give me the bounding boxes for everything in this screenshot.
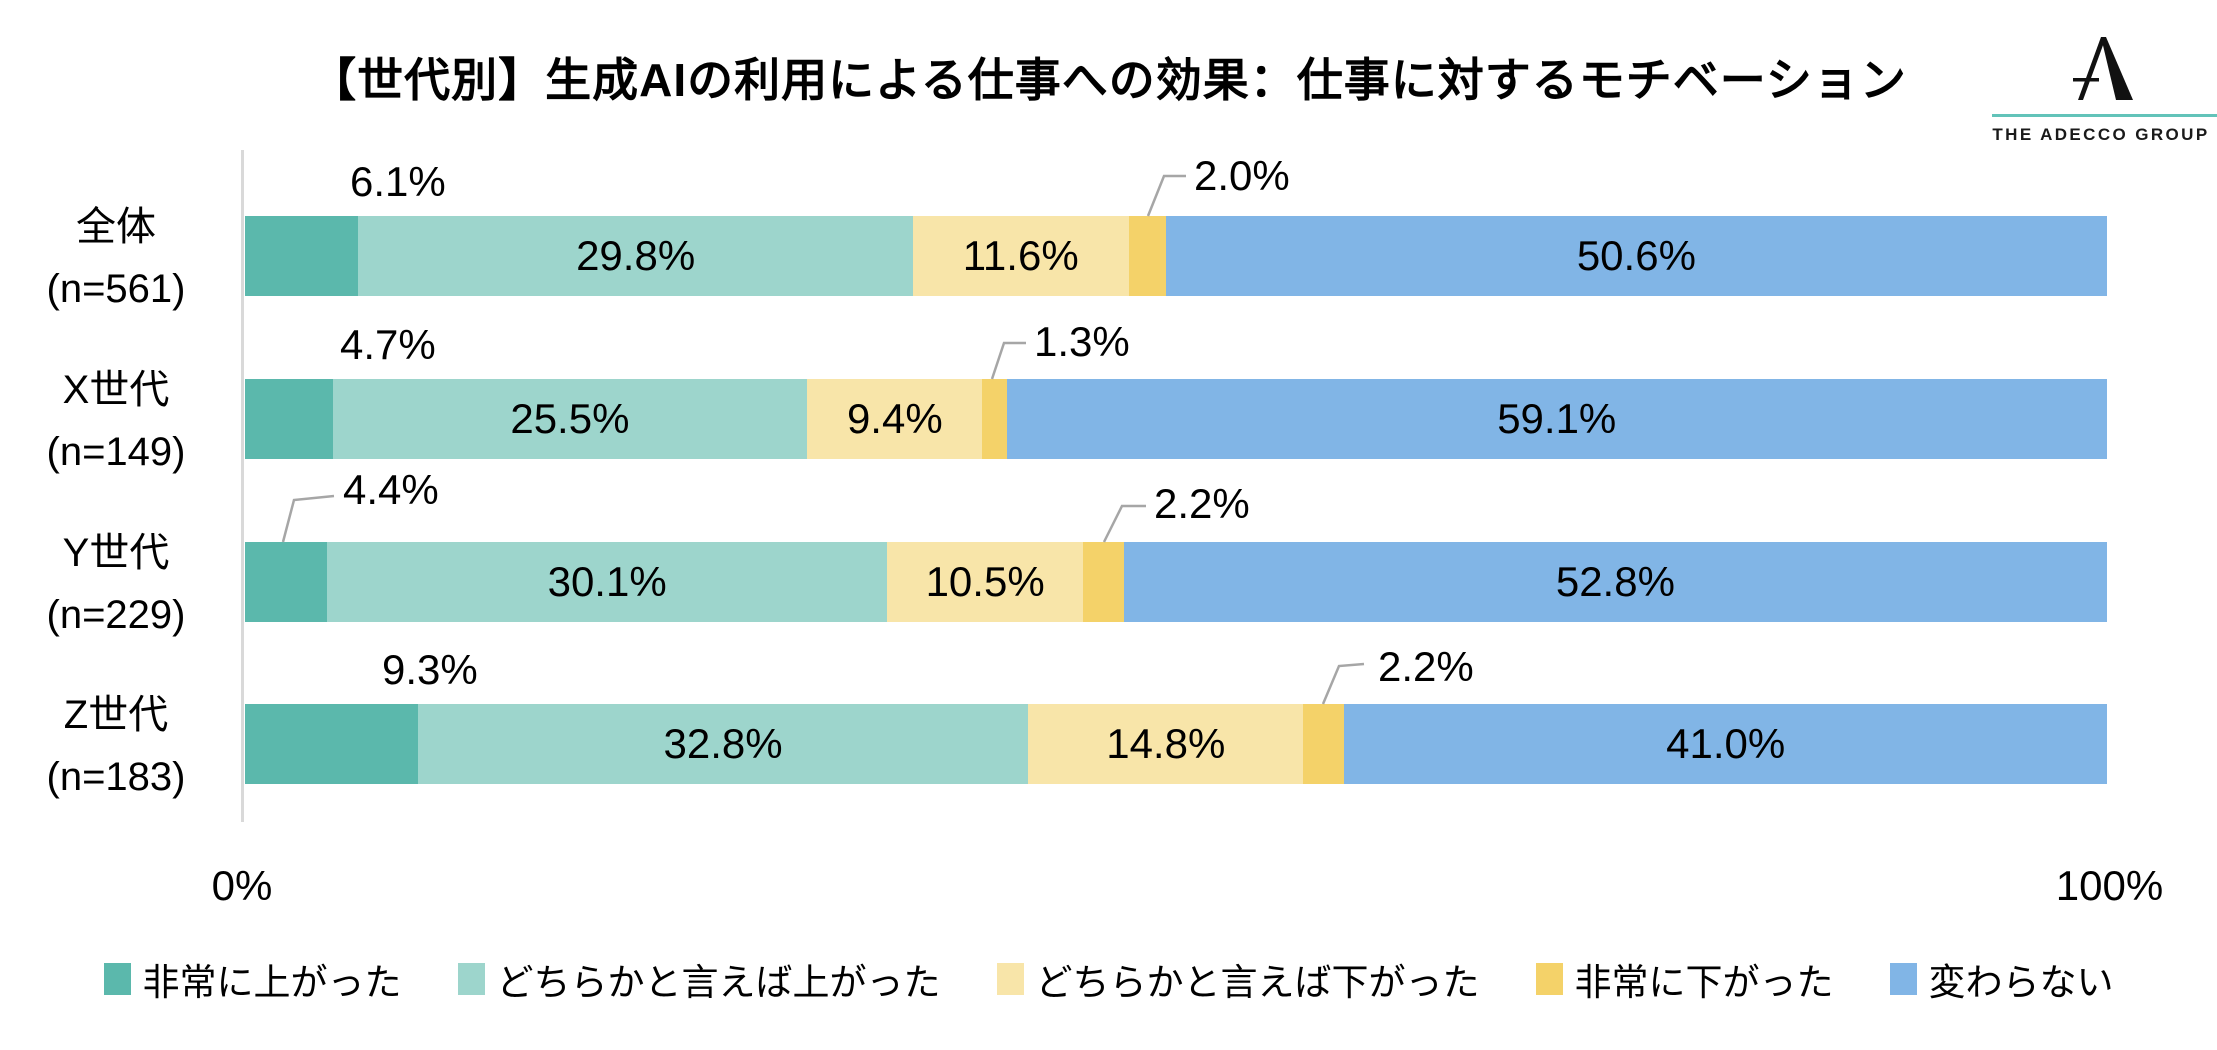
- segment-value: 25.5%: [510, 395, 630, 442]
- segment-value: 41.0%: [1666, 720, 1786, 767]
- bar-segment: 11.6%: [912, 216, 1129, 296]
- chart-title: 【世代別】生成AIの利用による仕事への効果：仕事に対するモチベーション: [310, 54, 1907, 106]
- bar-segment: [245, 704, 418, 784]
- segment-value: 9.4%: [846, 395, 943, 442]
- bar-segment: 10.5%: [887, 542, 1083, 622]
- category-n: (n=149): [46, 430, 186, 474]
- segment-value-callout: 1.3%: [1034, 318, 1130, 365]
- bar-segment: [1082, 542, 1124, 622]
- bar-segment: 25.5%: [332, 379, 808, 459]
- segment-value: 30.1%: [547, 558, 667, 605]
- bar-segment: 30.1%: [326, 542, 888, 622]
- bar-segment: 29.8%: [358, 216, 913, 296]
- bar-segment: 41.0%: [1344, 704, 2107, 784]
- segment-value: 10.5%: [925, 558, 1045, 605]
- segment-value: 14.8%: [1106, 720, 1226, 767]
- bar-segment: 50.6%: [1165, 216, 2107, 296]
- legend-swatch-icon: [103, 963, 131, 995]
- x-axis-tick-min: 0%: [211, 862, 273, 909]
- legend-label: どちらかと言えば上がった: [496, 962, 941, 1003]
- bar-segment: [982, 379, 1007, 459]
- legend-swatch-icon: [457, 963, 485, 995]
- legend-item: 非常に上がった: [103, 952, 402, 1006]
- segment-value: 52.8%: [1555, 558, 1675, 605]
- category-n: (n=561): [46, 267, 186, 311]
- adecco-logo: THE ADECCO GROUP: [1985, 30, 2217, 155]
- legend-label: 非常に下がった: [1574, 962, 1834, 1003]
- segment-value-outside: 4.7%: [340, 321, 436, 368]
- category-label-y: Y世代 (n=229): [0, 522, 232, 646]
- logo-text: THE ADECCO GROUP: [1992, 125, 2210, 144]
- segment-value-outside: 9.3%: [382, 646, 478, 693]
- category-name: X世代: [62, 368, 170, 412]
- bar-segment: 14.8%: [1028, 704, 1304, 784]
- legend-label: 非常に上がった: [142, 962, 402, 1003]
- legend-item: 非常に下がった: [1535, 952, 1834, 1006]
- category-name: Z世代: [63, 693, 169, 737]
- legend: 非常に上がった どちらかと言えば上がった どちらかと言えば下がった 非常に下がっ…: [0, 952, 2217, 1006]
- legend-item: どちらかと言えば上がった: [457, 952, 941, 1006]
- legend-label: どちらかと言えば下がった: [1035, 962, 1480, 1003]
- category-name: 全体: [76, 205, 156, 249]
- bar-segment: 52.8%: [1123, 542, 2107, 622]
- category-n: (n=183): [46, 755, 186, 799]
- segment-value-callout: 2.0%: [1194, 152, 1290, 199]
- bar-segment: [245, 542, 327, 622]
- bar-segment: [245, 216, 359, 296]
- x-axis-tick-max: 100%: [2055, 862, 2164, 909]
- stacked-bar-x: 25.5% 9.4% 59.1%: [245, 379, 2107, 459]
- category-label-z: Z世代 (n=183): [0, 684, 232, 808]
- segment-value: 11.6%: [962, 232, 1079, 279]
- bar-segment: [1128, 216, 1166, 296]
- legend-item: どちらかと言えば下がった: [996, 952, 1480, 1006]
- bar-segment: [245, 379, 333, 459]
- logo-divider: [1992, 114, 2217, 117]
- legend-swatch-icon: [996, 963, 1024, 995]
- segment-value-callout: 2.2%: [1154, 480, 1250, 527]
- segment-value: 59.1%: [1497, 395, 1617, 442]
- stacked-bar-z: 32.8% 14.8% 41.0%: [245, 704, 2107, 784]
- bar-segment: [1303, 704, 1345, 784]
- category-label-x: X世代 (n=149): [0, 359, 232, 483]
- adecco-a-icon: [2073, 37, 2133, 100]
- stacked-bar-y: 30.1% 10.5% 52.8%: [245, 542, 2107, 622]
- legend-label: 変わらない: [1928, 962, 2114, 1003]
- legend-swatch-icon: [1889, 963, 1917, 995]
- segment-value-outside: 6.1%: [350, 158, 446, 205]
- legend-item: 変わらない: [1889, 952, 2114, 1006]
- category-name: Y世代: [62, 531, 170, 575]
- bar-segment: 32.8%: [417, 704, 1029, 784]
- segment-value-callout: 2.2%: [1378, 643, 1474, 690]
- category-label-zentai: 全体 (n=561): [0, 196, 232, 320]
- legend-swatch-icon: [1535, 963, 1563, 995]
- y-axis-line: [241, 150, 244, 822]
- category-n: (n=229): [46, 593, 186, 637]
- segment-value: 29.8%: [576, 232, 696, 279]
- segment-value: 50.6%: [1576, 232, 1696, 279]
- bar-segment: 59.1%: [1006, 379, 2107, 459]
- stacked-bar-zentai: 29.8% 11.6% 50.6%: [245, 216, 2107, 296]
- segment-value-callout: 4.4%: [343, 466, 439, 513]
- bar-segment: 9.4%: [807, 379, 983, 459]
- segment-value: 32.8%: [663, 720, 783, 767]
